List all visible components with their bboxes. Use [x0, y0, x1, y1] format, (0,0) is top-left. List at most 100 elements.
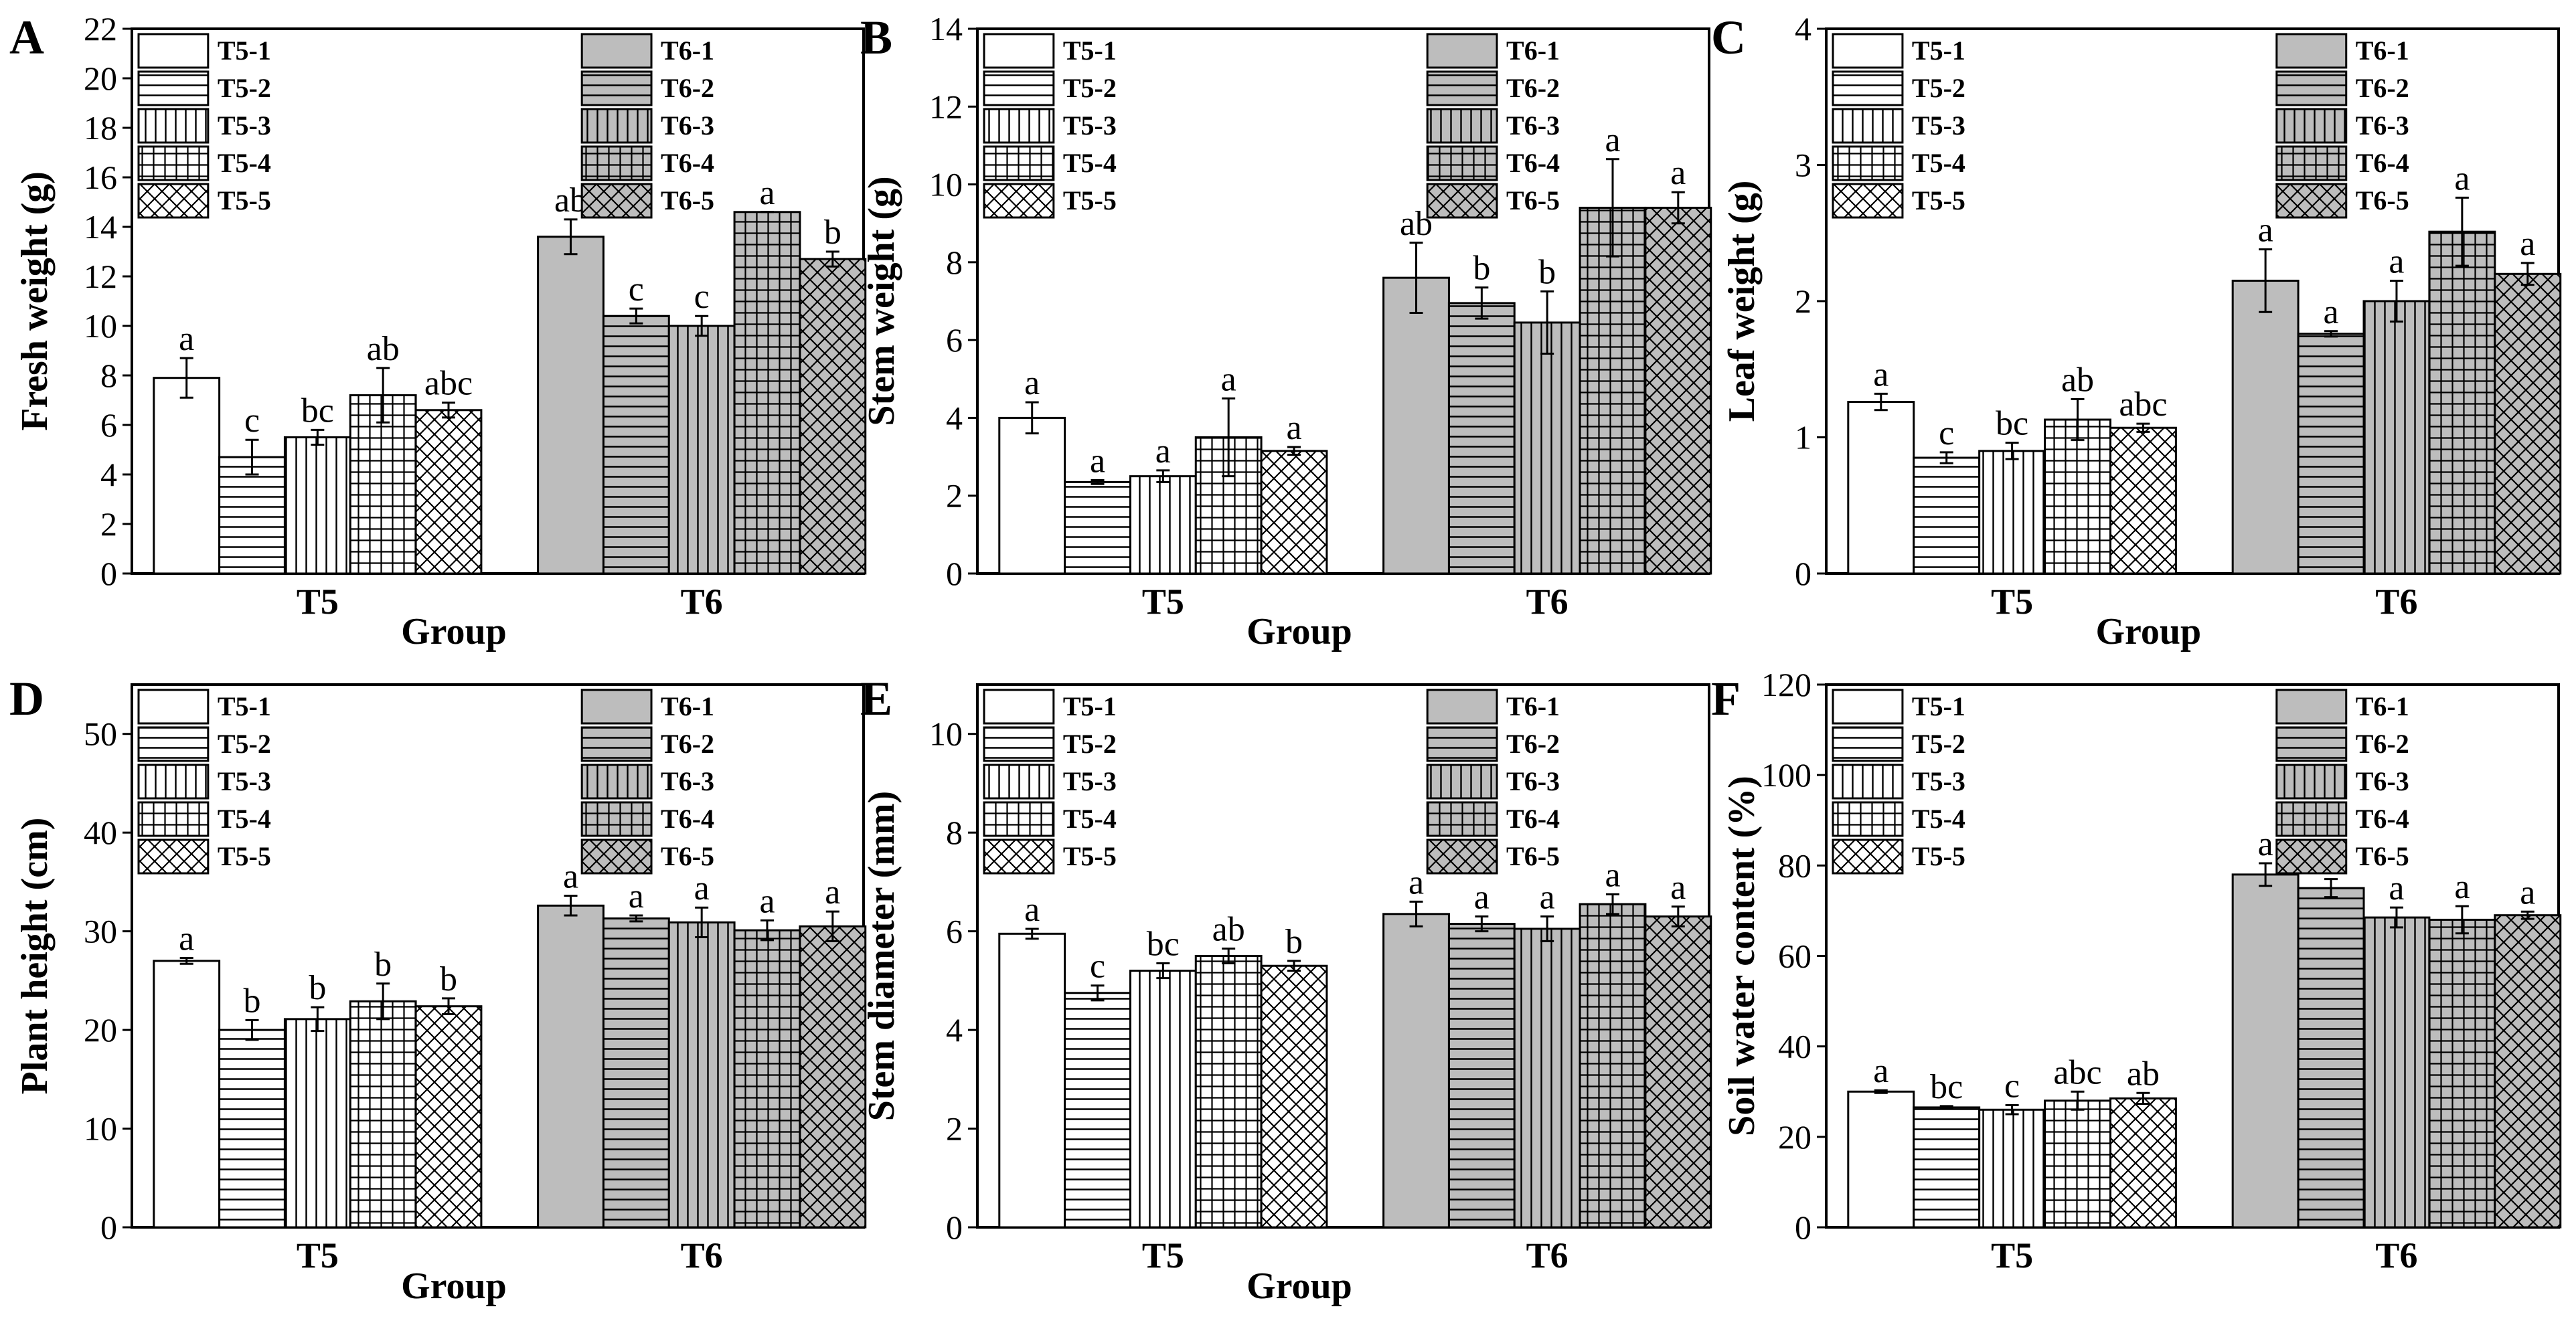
y-tick-label: 50	[84, 715, 117, 753]
bar-T6-T5-3	[667, 325, 736, 575]
bar-T5-T5-3	[283, 1018, 351, 1229]
significance-label: a	[1090, 442, 1105, 480]
legend-label-T6-5: T6-5	[2356, 185, 2409, 215]
legend-label-T5-3: T5-3	[1912, 110, 1965, 141]
y-tick-label: 4	[100, 456, 117, 493]
legend-swatch-T6-2	[580, 70, 653, 106]
legend-swatch-T5-1	[1832, 33, 1904, 69]
legend-swatch-T6-3	[2275, 764, 2348, 800]
significance-label: a	[2520, 873, 2535, 911]
legend-swatch-T6-3	[1426, 764, 1498, 800]
legend-label-T6-1: T6-1	[661, 35, 714, 66]
y-tick-label: 10	[84, 307, 117, 345]
bar-T5-T5-5	[1260, 450, 1328, 575]
y-tick-label: 12	[929, 88, 963, 125]
significance-label: b	[1473, 250, 1490, 288]
bar-T6-T5-5	[799, 258, 867, 575]
significance-label: a	[1155, 432, 1171, 470]
legend-label-T6-5: T6-5	[661, 841, 714, 871]
panel-letter-c: C	[1711, 11, 1746, 64]
panel-letter-d: D	[9, 672, 44, 725]
bar-T5-T5-5	[414, 409, 483, 575]
legend-label-T6-2: T6-2	[2356, 729, 2409, 759]
legend-swatch-T6-2	[1426, 70, 1498, 106]
legend-swatch-T6-5	[580, 838, 653, 875]
bar-T6-T5-1	[537, 904, 605, 1229]
legend-label-T6-5: T6-5	[1506, 185, 1560, 215]
legend-label-T5-2: T5-2	[218, 73, 271, 103]
y-tick-label: 120	[1761, 666, 1812, 703]
legend-swatch-T5-4	[137, 145, 210, 181]
y-axis-label: Plant height (cm)	[14, 818, 56, 1095]
legend-label-T6-4: T6-4	[2356, 804, 2409, 834]
significance-label: b	[244, 982, 261, 1020]
y-tick-label: 10	[929, 166, 963, 203]
significance-label: c	[1090, 948, 1105, 986]
legend-swatch-T5-4	[137, 801, 210, 837]
significance-label: bc	[1930, 1068, 1963, 1106]
legend-label-T6-1: T6-1	[2356, 691, 2409, 721]
significance-label: a	[1024, 364, 1040, 402]
significance-label: a	[1286, 409, 1301, 447]
significance-label: a	[2389, 869, 2404, 907]
legend-swatch-T6-4	[1426, 145, 1498, 181]
legend-swatch-T6-4	[1426, 801, 1498, 837]
significance-label: a	[1605, 121, 1620, 159]
significance-label: a	[2323, 293, 2338, 331]
bar-T5-T5-4	[349, 1000, 417, 1229]
bar-T6-T5-5	[799, 925, 867, 1229]
legend-swatch-T6-5	[580, 183, 653, 219]
y-tick-label: 14	[929, 10, 963, 48]
bar-T6-T5-5	[2494, 914, 2562, 1229]
significance-label: b	[309, 969, 326, 1007]
significance-label: a	[1024, 891, 1040, 929]
legend-label-T6-4: T6-4	[661, 804, 714, 834]
y-tick-label: 40	[1778, 1028, 1812, 1065]
panel-e: E 0 2 4 6 8 10 Stem diameter (mm) a c bc ab b T5 a a a a…	[860, 672, 1712, 1307]
legend-label-T6-5: T6-5	[661, 185, 714, 215]
legend-swatch-T5-5	[983, 838, 1055, 875]
legend-label-T5-5: T5-5	[218, 841, 271, 871]
legend-swatch-T6-5	[2275, 183, 2348, 219]
significance-label: c	[244, 402, 260, 440]
bar-T5-T5-2	[1913, 456, 1981, 575]
y-tick-label: 12	[84, 258, 117, 295]
y-tick-label: 20	[84, 60, 117, 97]
legend-label-T5-1: T5-1	[1912, 35, 1965, 66]
x-tick-label: T5	[1142, 1235, 1184, 1275]
bar-T6-T5-1	[537, 236, 605, 575]
x-tick-label: T5	[297, 1235, 339, 1275]
bar-T5-T5-2	[1913, 1106, 1981, 1229]
significance-label: b	[1538, 253, 1556, 291]
legend-label-T6-2: T6-2	[661, 729, 714, 759]
x-tick-label: T5	[1142, 582, 1184, 622]
bar-T6-T5-2	[1447, 923, 1516, 1229]
legend-label-T6-2: T6-2	[661, 73, 714, 103]
legend-swatch-T6-2	[2275, 726, 2348, 762]
significance-label: a	[1408, 863, 1424, 901]
bar-T6-T5-4	[1579, 903, 1647, 1229]
bar-T5-T5-5	[2109, 426, 2177, 575]
y-axis-label: Stem diameter (mm)	[861, 791, 902, 1121]
bar-T6-T5-1	[2231, 873, 2300, 1229]
bar-T6-T5-2	[2297, 333, 2365, 575]
bar-T6-T5-1	[1382, 913, 1450, 1229]
significance-label: a	[1474, 879, 1490, 917]
significance-label: ab	[2127, 1055, 2160, 1093]
legend-swatch-T6-1	[580, 689, 653, 725]
panel-a: A 0 2 4 6 8 10 12 14 16 18 20 22 Fresh weight (g) a c b…	[9, 10, 867, 652]
y-tick-label: 4	[946, 1011, 963, 1049]
y-tick-label: 4	[1795, 10, 1812, 48]
bar-T6-T5-3	[667, 921, 736, 1229]
legend-swatch-T5-5	[137, 838, 210, 875]
legend-label-T5-1: T5-1	[218, 35, 271, 66]
legend-label-T6-3: T6-3	[661, 766, 714, 796]
panel-letter-f: F	[1711, 672, 1741, 725]
significance-label: b	[440, 960, 457, 998]
legend-swatch-T6-1	[580, 33, 653, 69]
bar-T6-T5-5	[2494, 272, 2562, 575]
significance-label: bc	[1996, 405, 2028, 443]
legend-swatch-T5-4	[983, 801, 1055, 837]
